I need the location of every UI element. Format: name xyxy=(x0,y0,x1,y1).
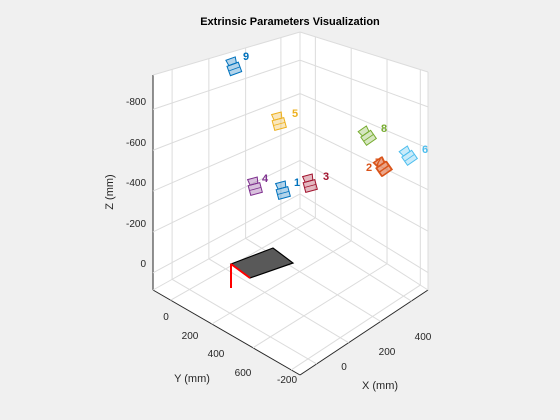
z-axis-label: Z (mm) xyxy=(104,174,116,209)
axis-line-x xyxy=(299,289,429,376)
camera-lens xyxy=(274,180,287,190)
camera-4 xyxy=(246,176,263,196)
chart-title: Extrinsic Parameters Visualization xyxy=(200,16,380,28)
y-grid-line xyxy=(170,36,316,301)
back-edge xyxy=(299,31,429,73)
x-tick-label: 0 xyxy=(341,362,347,373)
z-grid-line xyxy=(152,126,429,192)
x-grid-line xyxy=(245,47,381,322)
z-grid-line xyxy=(152,193,429,274)
camera-markers: 1 2 3 4 5 6 7 8 9 xyxy=(225,51,428,200)
z-grid-line xyxy=(152,159,429,233)
camera-label-6: 6 xyxy=(422,144,428,156)
z-tick-label: -200 xyxy=(126,219,146,230)
floor-pane xyxy=(153,208,428,375)
camera-5 xyxy=(270,111,287,131)
camera-7 xyxy=(373,156,394,178)
camera-edge xyxy=(249,187,262,191)
back-edge xyxy=(152,207,301,291)
z-grid-line xyxy=(152,93,429,151)
z-tick-label: -800 xyxy=(126,97,146,108)
y-tick-label: 200 xyxy=(182,331,199,342)
camera-lens xyxy=(398,145,411,157)
camera-edge xyxy=(304,184,317,188)
y-axis-label: Y (mm) xyxy=(174,373,210,385)
camera-edge xyxy=(404,154,415,162)
camera-label-5: 5 xyxy=(292,108,298,120)
y-tick-label: 600 xyxy=(235,368,252,379)
y-tick-label: 0 xyxy=(163,312,169,323)
camera-label-7: 7 xyxy=(375,157,381,169)
camera-edge xyxy=(379,165,390,173)
calibration-pattern xyxy=(229,247,295,288)
z-grid-line xyxy=(152,59,429,110)
x-grid-line xyxy=(280,37,412,302)
camera-9 xyxy=(225,56,243,77)
axis-line-y xyxy=(152,289,301,376)
y-grid-line xyxy=(252,59,388,349)
camera-edge xyxy=(228,66,241,72)
axis-ticks: -200 0 200 400 0 200 400 600 -800 -600 -400 -200 0 xyxy=(126,97,432,386)
y-grid-line xyxy=(211,48,352,325)
camera-lens xyxy=(301,173,314,183)
camera-label-9: 9 xyxy=(243,51,249,63)
camera-lens xyxy=(270,111,283,121)
camera-label-1: 1 xyxy=(294,177,300,189)
y-grid-line xyxy=(290,69,421,371)
x-axis-label: X (mm) xyxy=(362,380,398,392)
z-tick-label: -400 xyxy=(126,178,146,189)
z-tick-label: -600 xyxy=(126,138,146,149)
camera-8 xyxy=(357,125,378,147)
x-grid-line xyxy=(208,58,349,344)
camera-1 xyxy=(274,180,291,200)
x-grid-line xyxy=(171,69,317,365)
axes-box-back xyxy=(152,31,429,376)
camera-3 xyxy=(301,173,318,193)
back-edge xyxy=(152,31,301,76)
y-tick-label: 400 xyxy=(208,349,225,360)
x-tick-label: 200 xyxy=(379,347,396,358)
camera-label-2: 2 xyxy=(366,162,372,174)
camera-label-3: 3 xyxy=(323,171,329,183)
x-tick-label: 400 xyxy=(415,332,432,343)
back-pane-left xyxy=(153,32,300,290)
camera-edge xyxy=(277,191,290,195)
camera-edge xyxy=(363,134,374,142)
camera-edge xyxy=(273,122,286,126)
camera-label-4: 4 xyxy=(262,173,269,185)
camera-lens xyxy=(373,156,386,168)
camera-lens xyxy=(246,176,259,186)
camera-label-8: 8 xyxy=(381,123,387,135)
camera-6 xyxy=(398,145,419,167)
z-tick-label: 0 xyxy=(140,259,146,270)
grid-lines xyxy=(152,36,429,371)
back-pane-right xyxy=(300,32,428,290)
camera-lens xyxy=(225,56,237,67)
back-edge xyxy=(299,207,429,291)
x-tick-label: -200 xyxy=(277,375,297,386)
camera-lens xyxy=(357,125,370,137)
camera-edge xyxy=(378,165,389,173)
pattern-y-axis xyxy=(230,263,251,279)
